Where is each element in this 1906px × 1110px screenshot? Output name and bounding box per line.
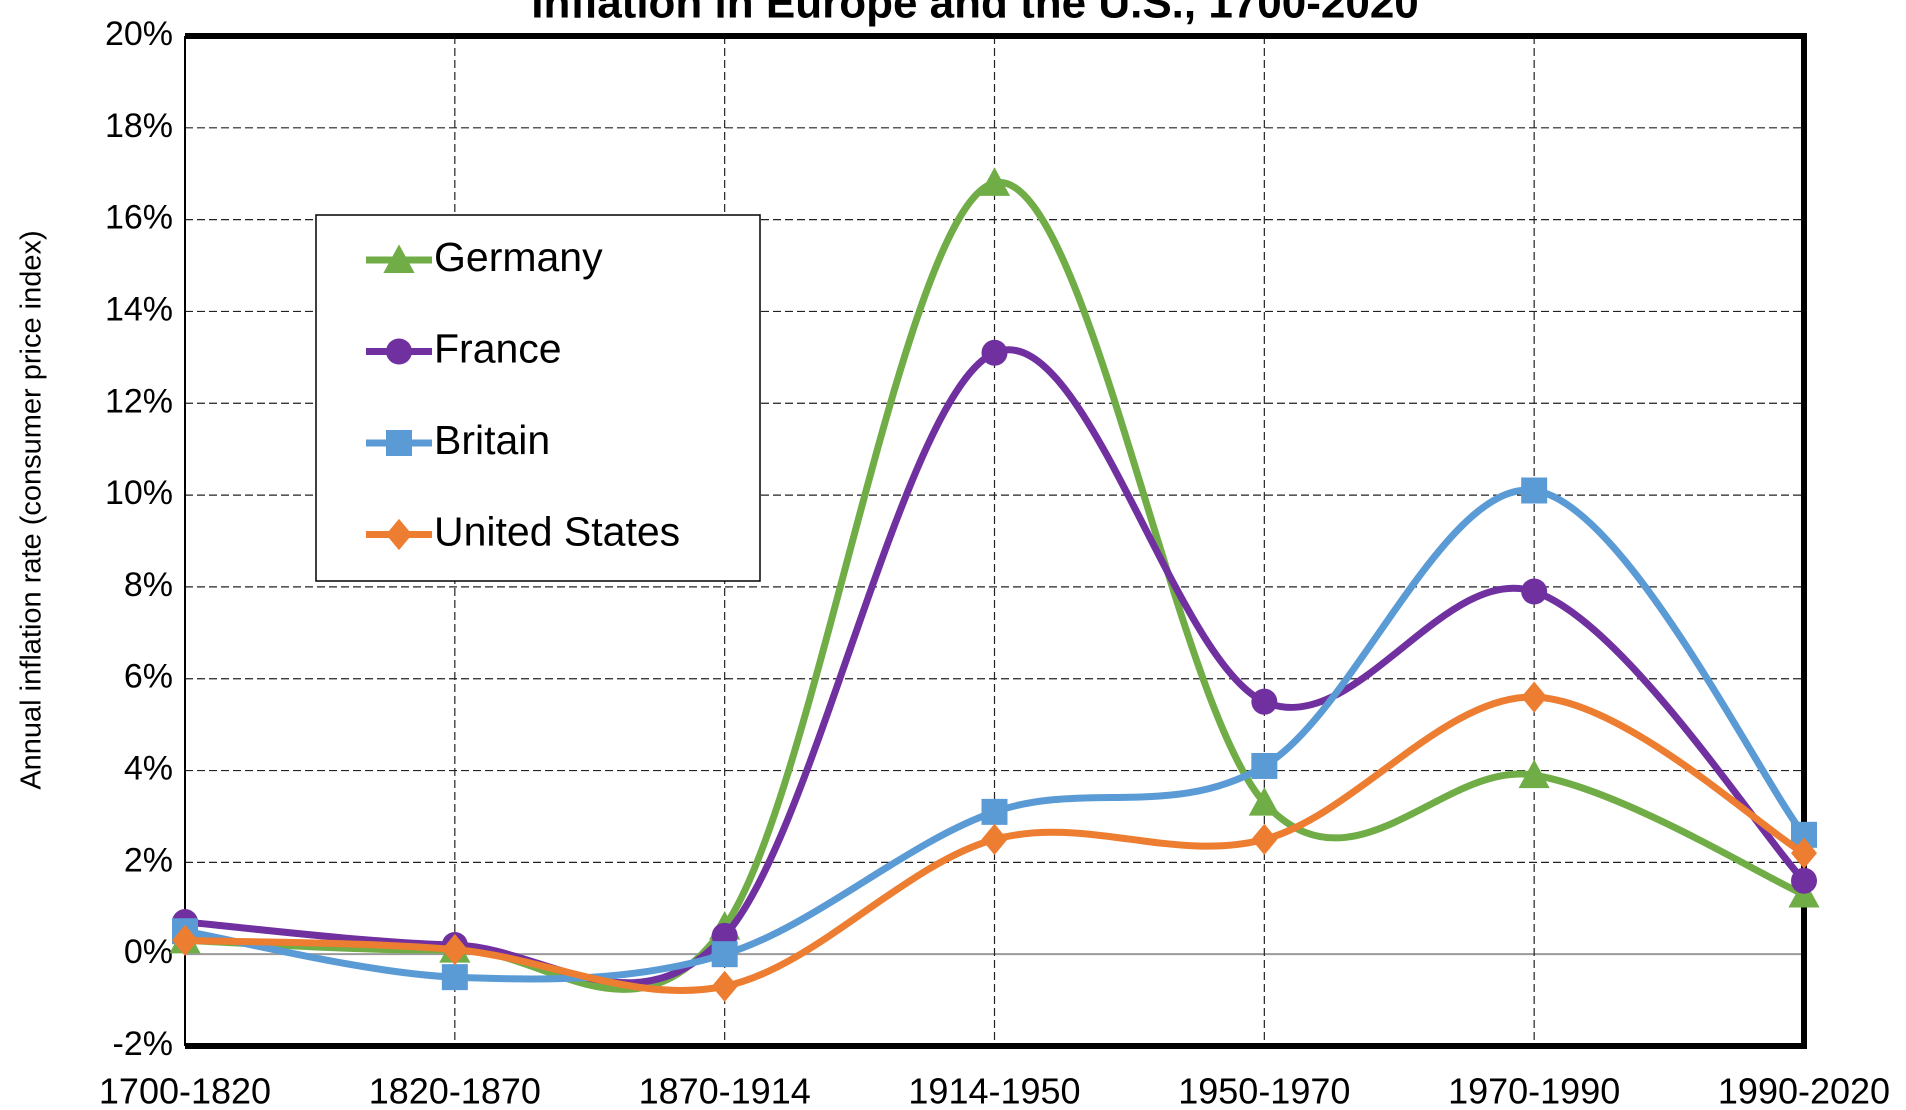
y-tick-label: 18%: [105, 107, 173, 145]
data-point: [1521, 578, 1548, 605]
y-tick-label: 10%: [105, 474, 173, 512]
legend-label: United States: [434, 508, 680, 554]
x-tick-label: 1950-1970: [1178, 1071, 1350, 1110]
data-point: [981, 339, 1008, 366]
plot-border: [185, 33, 1807, 1049]
y-tick-label: 6%: [124, 658, 173, 696]
data-point: [1521, 681, 1548, 713]
data-point: [441, 933, 468, 966]
data-point: [981, 798, 1008, 825]
legend-marker: [386, 338, 412, 365]
y-tick-label: 8%: [124, 566, 173, 604]
series-line: [184, 486, 1807, 983]
legend-marker: [386, 430, 412, 456]
data-point: [1521, 477, 1548, 504]
x-tick-label: 1870-1914: [639, 1071, 811, 1110]
y-tick-label: 16%: [105, 199, 173, 237]
y-tick-label: 2%: [124, 841, 173, 879]
data-point: [1791, 867, 1817, 894]
data-point: [978, 167, 1011, 196]
y-tick-label: 14%: [105, 290, 173, 328]
y-tick-label: -2%: [113, 1025, 173, 1063]
data-point: [1518, 759, 1550, 789]
data-point: [1251, 752, 1278, 779]
x-tick-label: 1914-1950: [908, 1071, 1080, 1110]
data-point: [981, 823, 1008, 856]
y-axis-label: Annual inflation rate (consumer price in…: [16, 230, 48, 789]
legend-label: Britain: [434, 417, 550, 463]
legend-box: [315, 214, 761, 582]
y-tick-label: 20%: [105, 15, 173, 53]
chart-title: Inflation in Europe and the U.S., 1700-2…: [531, 0, 1419, 28]
legend-marker: [386, 518, 412, 551]
data-point: [711, 941, 738, 968]
data-point: [172, 924, 198, 957]
y-tick-label: 12%: [105, 382, 173, 420]
data-point: [1248, 787, 1280, 816]
data-point: [711, 970, 738, 1002]
y-tick-label: 4%: [124, 750, 173, 788]
data-point: [441, 964, 468, 991]
x-tick-label: 1700-1820: [99, 1071, 271, 1110]
data-point: [1791, 837, 1817, 869]
x-tick-label: 1820-1870: [369, 1071, 541, 1110]
data-point: [1251, 688, 1278, 715]
legend-label: France: [434, 325, 562, 371]
x-tick-label: 1990-2020: [1718, 1071, 1890, 1110]
x-tick-label: 1970-1990: [1448, 1071, 1620, 1110]
legend-label: Germany: [434, 234, 603, 280]
y-tick-label: 0%: [124, 933, 173, 971]
legend-marker: [383, 244, 415, 273]
data-point: [1251, 823, 1278, 856]
